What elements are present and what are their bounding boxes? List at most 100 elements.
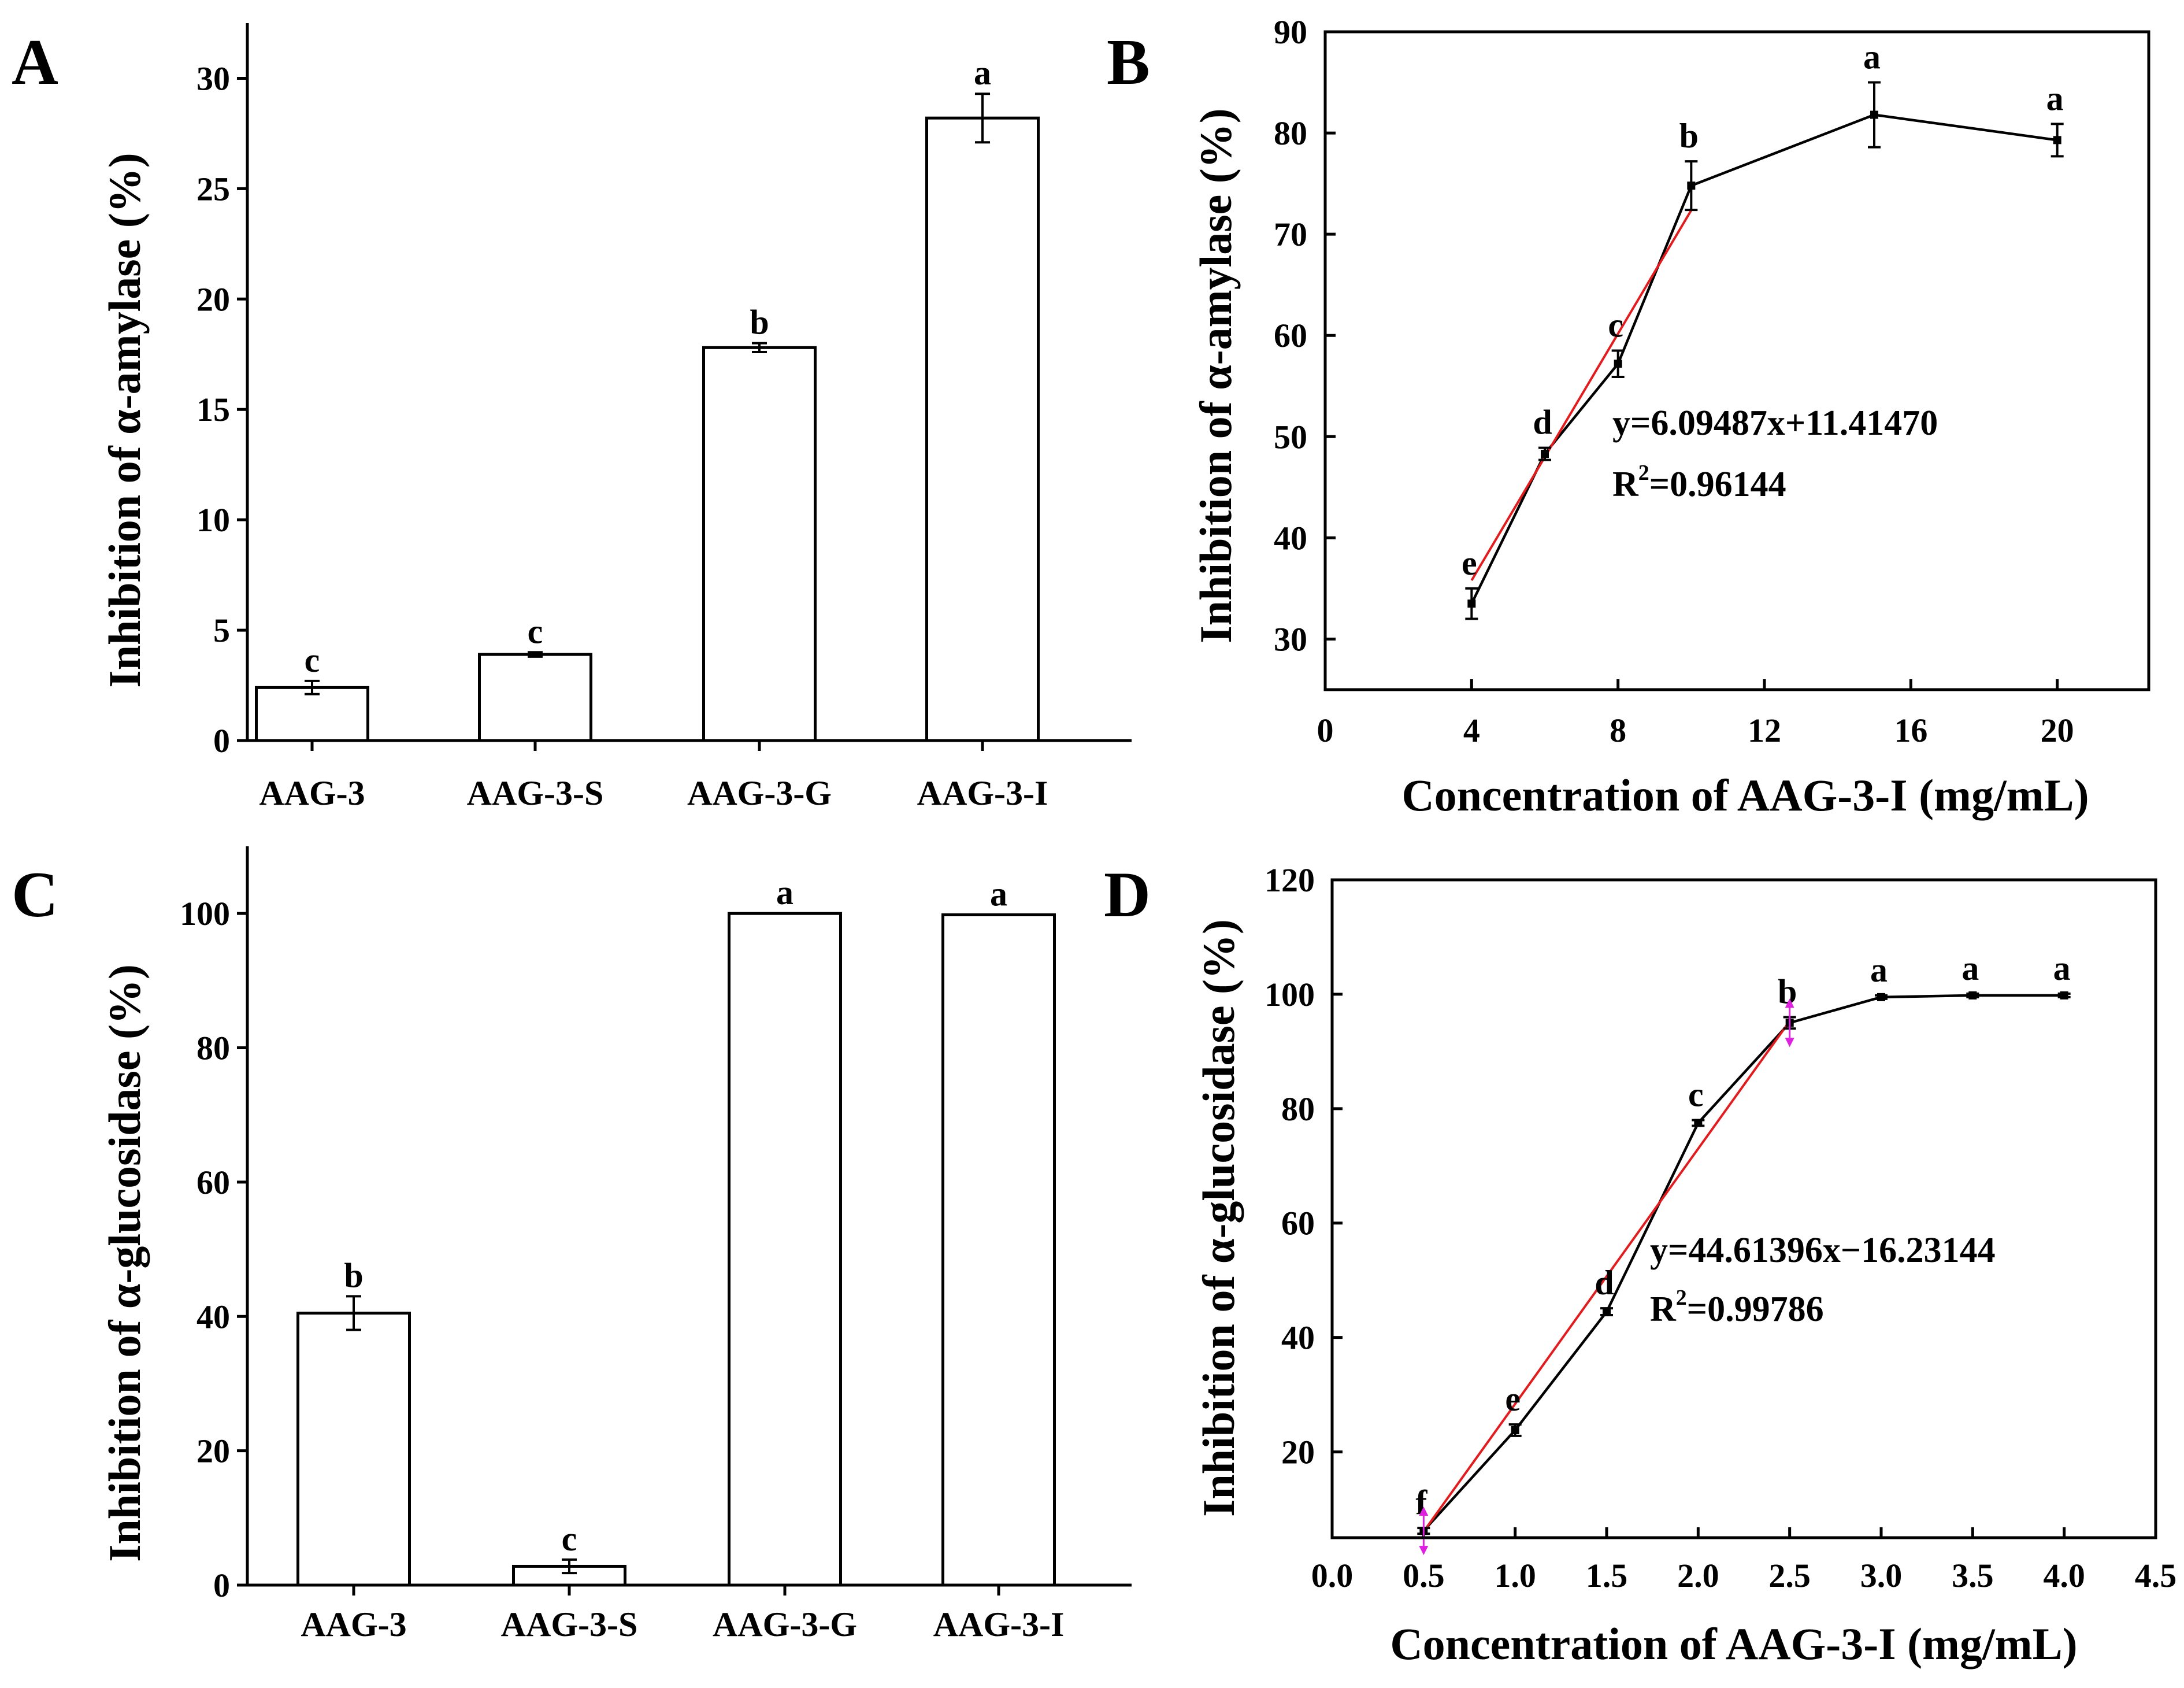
panel-d: D Inhibition of α-glucosidase (%) Concen… [1104, 859, 2176, 1669]
panel-b-data-point [1687, 182, 1696, 190]
panel-a-y-tick-label: 15 [196, 391, 230, 428]
panel-b-significance-label: a [1863, 38, 1881, 76]
panel-d-significance-label: a [1961, 949, 1979, 987]
panel-d-data-point [2060, 991, 2068, 1000]
panel-b-data-point [2053, 136, 2061, 145]
panel-a-y-tick-label: 25 [196, 170, 230, 208]
panel-d-y-tick-label: 120 [1265, 861, 1315, 899]
panel-d-data-point [1694, 1119, 1703, 1127]
panel-c-significance-label: b [344, 1256, 363, 1294]
panel-b-significance-label: d [1533, 404, 1552, 442]
panel-b-significance-label: c [1608, 306, 1623, 344]
panel-d-x-tick-label: 0.5 [1403, 1557, 1445, 1594]
panel-b-r2-value: =0.96144 [1649, 465, 1786, 504]
panel-a-bar [925, 116, 1040, 742]
panel-c-y-axis-title: Inhibition of α-glucosidase (%) [99, 964, 150, 1562]
panel-d-r-squared: R2=0.99786 [1650, 1286, 1824, 1329]
panel-b-significance-label: a [2046, 79, 2064, 117]
panel-d-significance-label: d [1595, 1264, 1614, 1302]
panel-d-significance-label: c [1688, 1076, 1704, 1114]
panel-d-axes [1330, 878, 2157, 1539]
panel-c-category-label: AAG-3-G [713, 1605, 857, 1643]
panel-d-letter: D [1104, 859, 1151, 931]
panel-a-error-bar [528, 651, 543, 658]
panel-a-significance-label: c [528, 612, 543, 650]
panel-b-y-tick-label: 90 [1274, 13, 1307, 51]
panel-d-x-tick-label: 3.0 [1860, 1557, 1903, 1594]
panel-b-x-tick-label: 0 [1317, 712, 1334, 749]
panel-a-bar [478, 653, 592, 742]
panel-d-x-tick-label: 1.0 [1494, 1557, 1536, 1594]
panel-d-x-tick-label: 0.0 [1311, 1557, 1354, 1594]
panel-d-data-point [1511, 1426, 1519, 1434]
panel-a-plot: 0 5 10 15 20 25 30 AAG-3 c AAG-3-S c AAG-3-G b AAG-3-… [196, 54, 1048, 812]
panel-b-x-tick-label: 8 [1610, 712, 1626, 749]
panel-d-r2-value: =0.99786 [1687, 1290, 1824, 1329]
panel-d-series-line [1422, 994, 2064, 1532]
panel-d-x-axis-title: Concentration of AAG-3-I (mg/mL) [1390, 1619, 2077, 1669]
panel-d-x-tick-label: 2.0 [1677, 1557, 1719, 1594]
panel-a-y-axis-title: Inhibition of α-amylase (%) [99, 153, 150, 687]
panel-d-data-point [1968, 991, 1977, 1000]
panel-d-fit-line [1422, 1020, 1791, 1532]
panel-c-y-tick-label: 20 [196, 1432, 230, 1470]
panel-d-plot: 20 40 60 80 100 120 0.0 0.5 1.0 1.5 2.0 2.5 3.0 3.5 4.… [1265, 861, 2176, 1594]
panel-d-data-point [1877, 993, 1885, 1001]
panel-d-significance-label: a [2053, 949, 2071, 987]
panel-d-range-arrow-down [1785, 1038, 1794, 1047]
panel-d-range-arrow-down [1419, 1546, 1429, 1556]
panel-b-r2-prefix: R [1612, 465, 1639, 504]
panel-a-significance-label: a [974, 54, 991, 92]
panel-a-axes [246, 23, 1132, 742]
panel-a-y-tick-label: 5 [213, 612, 230, 649]
panel-c-plot: 0 20 40 60 80 100 AAG-3 b AAG-3-S c AAG-3-G a AAG-3-… [180, 873, 1064, 1643]
panel-c-bar [728, 912, 842, 1587]
panel-b-data-point [1614, 360, 1622, 368]
panel-d-range-arrow-up [1785, 998, 1794, 1008]
panel-c-bar [296, 1311, 411, 1587]
panel-c-y-tick-label: 80 [196, 1030, 230, 1067]
panel-a-significance-label: b [750, 303, 769, 342]
panel-b-y-tick-label: 70 [1274, 216, 1307, 253]
panel-d-y-tick-label: 100 [1265, 976, 1315, 1013]
panel-b: B Inhibition of α-amylase (%) Concentrat… [1107, 13, 2150, 820]
panel-d-y-tick-label: 40 [1281, 1319, 1315, 1357]
panel-d-significance-label: e [1505, 1380, 1521, 1418]
panel-d-range-arrow-up [1419, 1506, 1429, 1516]
panel-c-category-label: AAG-3-S [501, 1605, 638, 1643]
panel-d-significance-label: f [1415, 1483, 1427, 1522]
panel-b-y-tick-label: 30 [1274, 620, 1307, 658]
panel-a-category-label: AAG-3-G [687, 774, 832, 812]
panel-d-x-tick-label: 1.5 [1586, 1557, 1628, 1594]
panel-d-x-tick-label: 2.5 [1768, 1557, 1811, 1594]
panel-b-x-axis-title: Concentration of AAG-3-I (mg/mL) [1401, 770, 2089, 820]
panel-a-bar [255, 686, 369, 742]
panel-c-category-label: AAG-3-I [933, 1605, 1065, 1643]
panel-b-x-tick-label: 12 [1748, 712, 1781, 749]
panel-d-y-tick-label: 20 [1281, 1434, 1315, 1471]
panel-a-y-tick-label: 20 [196, 280, 230, 318]
panel-d-y-tick-label: 80 [1281, 1090, 1315, 1128]
panel-b-fit-equation: y=6.09487x+11.41470 [1612, 404, 1938, 443]
panel-c-significance-label: a [776, 873, 793, 912]
panel-a: A Inhibition of α-amylase (%) 0 5 10 15 20 25… [12, 23, 1132, 812]
panel-d-r2-exponent: 2 [1676, 1286, 1687, 1310]
panel-a-bar [702, 346, 817, 742]
panel-c: C Inhibition of α-glucosidase (%) 0 20 40 6… [12, 846, 1132, 1643]
panel-a-letter: A [12, 27, 58, 98]
panel-c-letter: C [12, 859, 58, 931]
panel-b-y-tick-label: 40 [1274, 519, 1307, 557]
panel-d-significance-label: a [1870, 951, 1888, 989]
panel-b-r2-exponent: 2 [1638, 461, 1649, 485]
panel-c-error-bar [346, 1295, 361, 1331]
panel-a-error-bar [305, 679, 320, 695]
panel-b-data-point [1870, 110, 1878, 119]
panel-c-axes [246, 846, 1132, 1587]
panel-b-y-tick-label: 80 [1274, 114, 1307, 152]
panel-b-x-tick-label: 4 [1463, 712, 1480, 749]
panel-c-significance-label: c [562, 1520, 577, 1558]
panel-d-data-point [1603, 1308, 1611, 1316]
panel-c-y-tick-label: 60 [196, 1164, 230, 1201]
panel-b-plot: 30 40 50 60 70 80 90 0 4 8 12 16 20 e d c b a a [1274, 13, 2074, 749]
panel-a-y-tick-label: 10 [196, 501, 230, 539]
